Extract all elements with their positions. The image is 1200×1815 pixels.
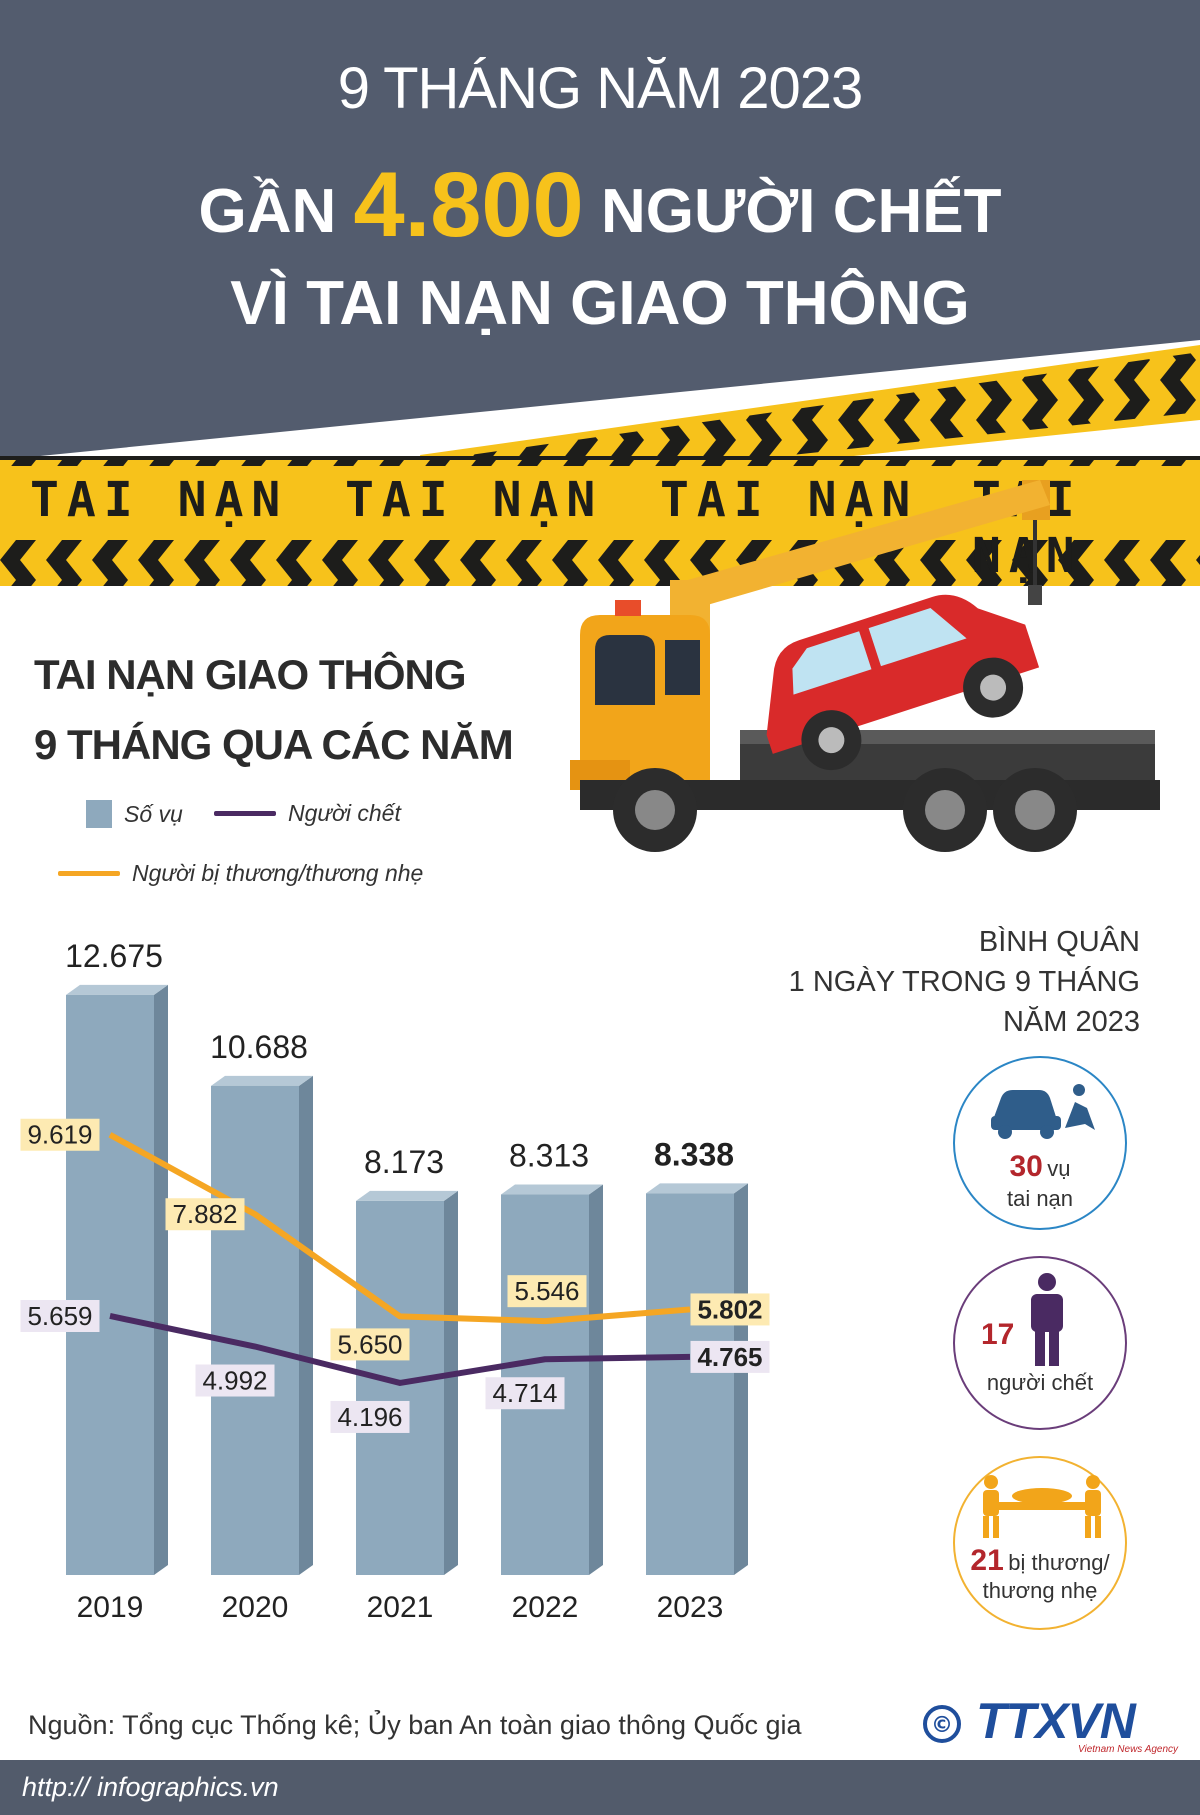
deaths-value-label-bg bbox=[195, 1364, 275, 1397]
deaths-value-label-bg bbox=[690, 1340, 770, 1373]
stat-injured-number: 21 bbox=[970, 1544, 1004, 1577]
bar-top bbox=[211, 1075, 313, 1086]
stat-accidents-number: 30 bbox=[1009, 1150, 1043, 1183]
injured-value-label: 5.650 bbox=[337, 1329, 402, 1359]
footer-bar bbox=[0, 1760, 1200, 1815]
stat-accidents-label: tai nạn bbox=[1006, 1186, 1074, 1211]
legend-deaths: Người chết bbox=[214, 800, 401, 827]
bar-top bbox=[356, 1190, 458, 1201]
bar-value-label: 8.338 bbox=[654, 1136, 734, 1172]
legend-bar-swatch bbox=[86, 800, 112, 828]
x-tick-label: 2023 bbox=[657, 1591, 724, 1624]
stat-injured-unit: bị thương/ bbox=[1008, 1550, 1110, 1575]
stat-injured-label: thương nhẹ bbox=[982, 1578, 1098, 1603]
bar-side bbox=[154, 984, 168, 1575]
tape-word: TAI NẠN bbox=[30, 472, 289, 528]
legend-cases: Số vụ bbox=[86, 800, 183, 828]
injured-value-label-bg bbox=[330, 1328, 410, 1361]
logo-subtitle: Vietnam News Agency bbox=[1078, 1744, 1179, 1754]
deaths-line bbox=[109, 1313, 691, 1386]
legend-cases-label: Số vụ bbox=[124, 800, 183, 827]
legend-injured: Người bị thương/thương nhẹ bbox=[58, 860, 423, 887]
tow-truck-illustration bbox=[570, 480, 1160, 852]
headline-number: 4.800 bbox=[353, 154, 584, 256]
injured-value-label-bg bbox=[20, 1118, 100, 1151]
person-icon bbox=[1031, 1273, 1063, 1366]
footer-url-link[interactable]: http:// infographics.vn bbox=[22, 1772, 279, 1802]
x-tick-label: 2022 bbox=[512, 1591, 579, 1624]
stat-deaths-label: người chết bbox=[986, 1370, 1094, 1395]
copyright-symbol: © bbox=[931, 1713, 953, 1738]
chart-title-line1: TAI NẠN GIAO THÔNG bbox=[34, 651, 467, 698]
legend-injured-label: Người bị thương/thương nhẹ bbox=[132, 860, 424, 886]
daily-heading-line1: BÌNH QUÂN bbox=[978, 926, 1140, 958]
stat-deaths: 17 người chết bbox=[953, 1256, 1127, 1430]
deaths-value-label: 4.992 bbox=[202, 1366, 267, 1396]
deaths-value-label: 4.196 bbox=[337, 1402, 402, 1432]
deaths-value-label: 5.659 bbox=[27, 1301, 92, 1331]
bar bbox=[66, 994, 154, 1575]
x-tick-label: 2021 bbox=[367, 1591, 434, 1624]
logo-text: TTXVN bbox=[976, 1694, 1137, 1749]
deaths-value-label-bg bbox=[330, 1400, 410, 1433]
bar-top bbox=[66, 984, 168, 995]
legend-injured-swatch bbox=[58, 871, 120, 876]
headline-prefix: GẦN bbox=[198, 177, 337, 246]
chart-title: TAI NẠN GIAO THÔNG 9 THÁNG QUA CÁC NĂM bbox=[34, 640, 514, 780]
tape-word: TAI NẠN bbox=[345, 472, 604, 528]
stat-accidents-value: 30 vụ bbox=[955, 1150, 1125, 1184]
ttxvn-logo: © TTXVN Vietnam News Agency bbox=[923, 1694, 1179, 1754]
car-crash-icon bbox=[991, 1084, 1095, 1139]
bar-side bbox=[589, 1184, 603, 1575]
legend-deaths-swatch bbox=[214, 811, 276, 816]
bar-value-label: 8.173 bbox=[364, 1144, 444, 1180]
stat-deaths-number: 17 bbox=[981, 1318, 1015, 1351]
bar bbox=[646, 1193, 734, 1575]
deaths-value-label-bg bbox=[20, 1299, 100, 1332]
deaths-value-label-bg bbox=[485, 1377, 565, 1410]
bar-side bbox=[444, 1190, 458, 1575]
daily-average-heading: BÌNH QUÂN 1 NGÀY TRONG 9 THÁNG NĂM 2023 bbox=[740, 922, 1140, 1042]
bar-top bbox=[646, 1183, 748, 1194]
stat-injured: 21 bị thương/ thương nhẹ bbox=[953, 1456, 1127, 1630]
injured-line bbox=[108, 1132, 691, 1325]
bar-top bbox=[501, 1184, 603, 1195]
bar bbox=[211, 1085, 299, 1575]
injured-value-label-bg bbox=[690, 1293, 770, 1326]
stat-accidents: 30 vụ tai nạn bbox=[953, 1056, 1127, 1230]
injured-value-label-bg bbox=[165, 1198, 245, 1231]
x-tick-label: 2019 bbox=[77, 1591, 144, 1624]
daily-heading-line2: 1 NGÀY TRONG 9 THÁNG bbox=[788, 966, 1140, 998]
chart-area: 12.675 2019 10.688 2020 8.173 2021 8.313 2022 8.… bbox=[20, 940, 770, 1624]
chart-title-line2: 9 THÁNG QUA CÁC NĂM bbox=[34, 721, 514, 768]
bar-side bbox=[299, 1075, 313, 1575]
injured-value-label: 5.802 bbox=[697, 1294, 762, 1324]
deaths-value-label: 4.765 bbox=[697, 1342, 762, 1372]
x-tick-label: 2020 bbox=[222, 1591, 289, 1624]
legend-deaths-label: Người chết bbox=[288, 800, 401, 826]
injured-value-label-bg bbox=[507, 1275, 587, 1308]
daily-heading-line3: NĂM 2023 bbox=[1002, 1006, 1140, 1038]
stretcher-icon bbox=[983, 1475, 1101, 1538]
injured-value-label: 7.882 bbox=[172, 1199, 237, 1229]
bar-value-label: 10.688 bbox=[210, 1029, 308, 1065]
bar-value-label: 12.675 bbox=[65, 940, 163, 974]
header-background bbox=[0, 0, 1200, 460]
injured-value-label: 5.546 bbox=[514, 1276, 579, 1306]
headline: GẦN 4.800 NGƯỜI CHẾT bbox=[0, 159, 1200, 257]
period-title: 9 THÁNG NĂM 2023 bbox=[337, 56, 863, 121]
stat-accidents-unit: vụ bbox=[1047, 1156, 1071, 1181]
stat-injured-value: 21 bị thương/ bbox=[955, 1544, 1125, 1578]
injured-value-label: 9.619 bbox=[27, 1120, 92, 1150]
headline-suffix: NGƯỜI CHẾT bbox=[600, 177, 1002, 246]
headline-line2: VÌ TAI NẠN GIAO THÔNG bbox=[230, 269, 970, 338]
bar bbox=[356, 1200, 444, 1575]
source-note: Nguồn: Tổng cục Thống kê; Ủy ban An toàn… bbox=[28, 1710, 802, 1740]
deaths-value-label: 4.714 bbox=[492, 1378, 557, 1408]
bar-side bbox=[734, 1183, 748, 1575]
tape-word: TAI NẠN bbox=[660, 472, 919, 528]
hazard-tape bbox=[0, 345, 1200, 586]
bar-value-label: 8.313 bbox=[509, 1138, 589, 1174]
